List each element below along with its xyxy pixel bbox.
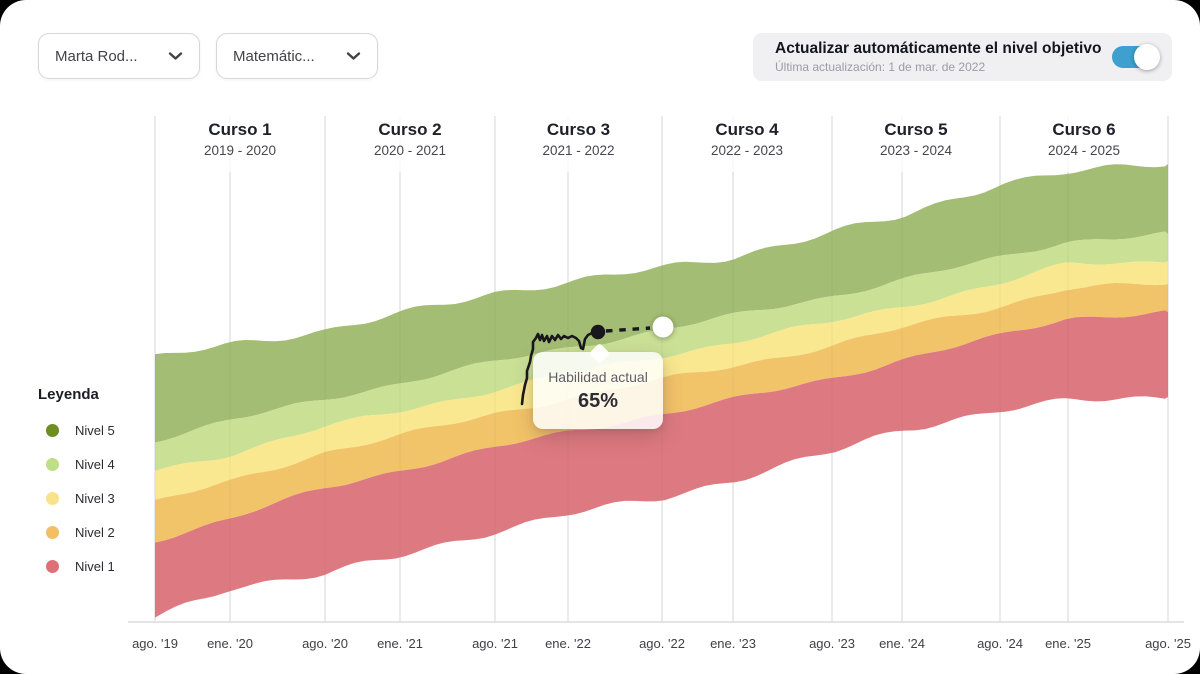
legend-color-dot [46, 559, 59, 573]
auto-update-title: Actualizar automáticamente el nivel obje… [775, 40, 1102, 58]
target-level-point[interactable] [652, 316, 674, 338]
course-header: Curso 2 2020 - 2021 [325, 120, 495, 158]
skill-line [520, 330, 600, 406]
skill-tooltip: Habilidad actual 65% [533, 342, 663, 429]
legend-item: Nivel 3 [38, 481, 115, 515]
subject-dropdown[interactable]: Matemátic... [216, 33, 378, 79]
course-title: Curso 5 [884, 120, 948, 139]
course-header: Curso 6 2024 - 2025 [999, 120, 1169, 158]
course-header: Curso 5 2023 - 2024 [831, 120, 1001, 158]
band-nivel-3 [155, 261, 1168, 500]
tooltip-title: Habilidad actual [548, 368, 648, 385]
auto-update-text: Actualizar automáticamente el nivel obje… [775, 40, 1101, 74]
x-axis-tick: ago. '25 [1145, 636, 1191, 651]
current-skill-point[interactable] [590, 324, 606, 340]
x-axis-tick: ago. '20 [302, 636, 348, 651]
course-years: 2023 - 2024 [879, 143, 953, 158]
x-axis-tick: ene. '25 [1045, 636, 1091, 651]
legend-color-dot [46, 457, 59, 471]
course-years: 2020 - 2021 [373, 143, 447, 158]
auto-update-toggle[interactable] [1112, 44, 1160, 70]
course-years: 2024 - 2025 [1047, 143, 1121, 158]
x-axis-tick: ago. '22 [639, 636, 685, 651]
legend-item-label: Nivel 4 [75, 456, 115, 472]
x-axis-tick: ene. '21 [377, 636, 423, 651]
chart-legend: Leyenda Nivel 5 Nivel 4 Nivel 3 Nivel 2 Nive… [38, 386, 115, 583]
band-nivel-5 [155, 164, 1168, 443]
legend-item-label: Nivel 1 [75, 558, 115, 574]
course-title: Curso 3 [546, 120, 611, 139]
legend-item: Nivel 1 [38, 549, 115, 583]
tooltip-value: 65% [577, 389, 619, 412]
x-axis-tick: ago. '24 [977, 636, 1023, 651]
course-header: Curso 3 2021 - 2022 [494, 120, 664, 158]
legend-item: Nivel 4 [38, 447, 115, 481]
x-axis-tick: ago. '21 [472, 636, 518, 651]
legend-title: Leyenda [38, 386, 99, 403]
chevron-down-icon [168, 52, 183, 60]
auto-update-subtitle: Última actualización: 1 de mar. de 2022 [775, 59, 986, 74]
course-title: Curso 4 [715, 120, 779, 139]
legend-color-dot [46, 423, 59, 437]
band-nivel-1 [155, 310, 1168, 618]
x-axis-tick: ago. '23 [809, 636, 855, 651]
x-axis-tick: ene. '23 [710, 636, 756, 651]
course-years: 2021 - 2022 [542, 143, 615, 158]
legend-color-dot [46, 525, 59, 539]
legend-color-dot [46, 491, 59, 505]
student-dropdown[interactable]: Marta Rod... [38, 33, 200, 79]
course-header: Curso 4 2022 - 2023 [662, 120, 832, 158]
x-axis-tick: ene. '20 [207, 636, 253, 651]
course-title: Curso 6 [1052, 120, 1116, 139]
subject-dropdown-label: Matemátic... [233, 47, 315, 65]
course-years: 2019 - 2020 [203, 143, 277, 158]
legend-item: Nivel 2 [38, 515, 115, 549]
course-header: Curso 1 2019 - 2020 [155, 120, 325, 158]
course-years: 2022 - 2023 [710, 143, 784, 158]
legend-item-label: Nivel 3 [75, 490, 115, 506]
student-dropdown-label: Marta Rod... [55, 47, 138, 65]
auto-update-banner: Actualizar automáticamente el nivel obje… [753, 33, 1172, 81]
toggle-knob [1134, 44, 1160, 70]
course-title: Curso 1 [208, 120, 272, 139]
course-title: Curso 2 [378, 120, 442, 139]
x-axis-tick: ago. '19 [132, 636, 178, 651]
x-axis-tick: ene. '24 [879, 636, 925, 651]
band-nivel-4 [155, 231, 1168, 471]
x-axis-tick: ene. '22 [545, 636, 591, 651]
chevron-down-icon [346, 52, 361, 60]
legend-item-label: Nivel 5 [75, 422, 115, 438]
legend-item-label: Nivel 2 [75, 524, 115, 540]
legend-item: Nivel 5 [38, 413, 115, 447]
